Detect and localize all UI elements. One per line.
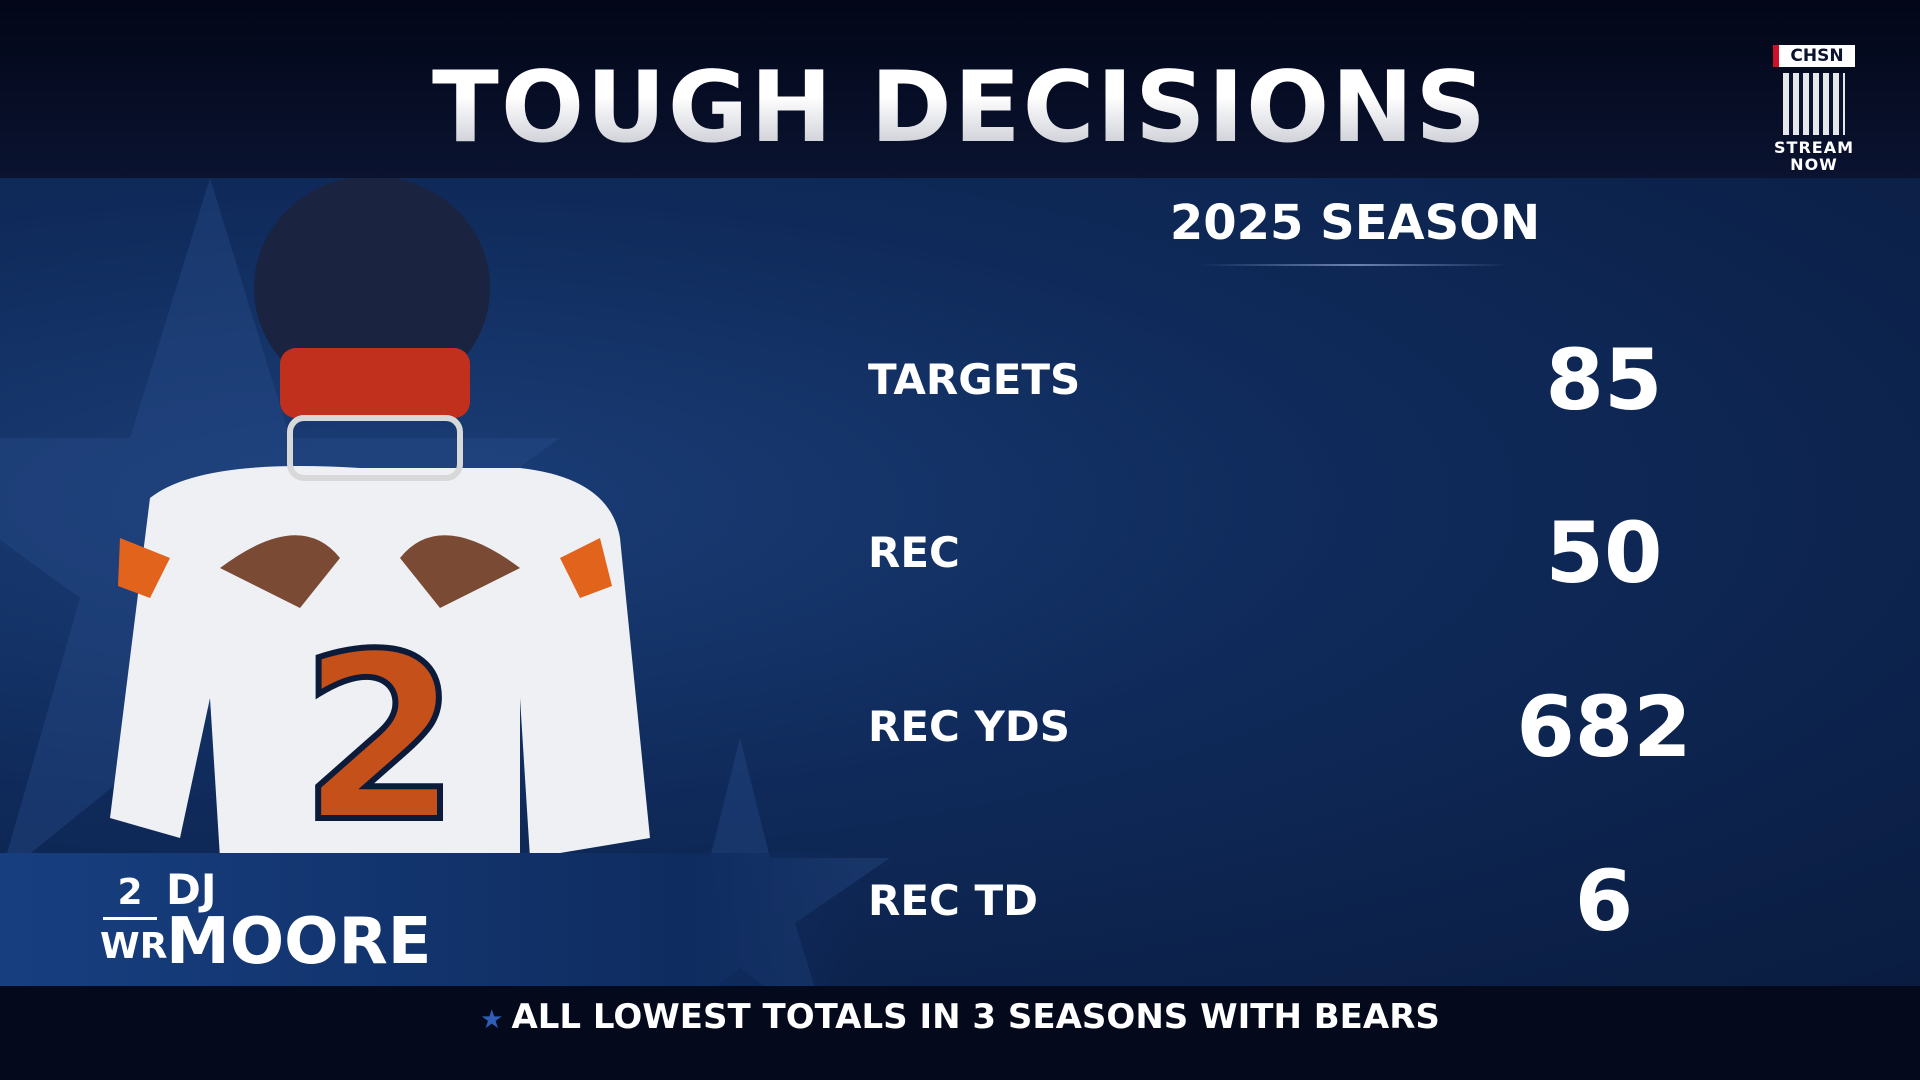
stat-value: 50 [1545, 504, 1663, 602]
stat-value: 85 [1545, 331, 1663, 429]
player-last-name: MOORE [166, 905, 432, 979]
star-icon: ★ [480, 1005, 504, 1035]
main-panel: 2 [0, 178, 1920, 986]
player-first-name: DJ [166, 865, 217, 914]
player-position: WR [100, 926, 168, 967]
qr-code [1783, 73, 1845, 135]
footer-bar [0, 986, 1920, 1080]
divider [103, 917, 157, 920]
stream-label: STREAM [1774, 138, 1854, 157]
stat-label: REC TD [868, 876, 1038, 925]
stat-label: REC YDS [868, 702, 1071, 751]
stat-value: 682 [1516, 678, 1692, 776]
player-figure: 2 [110, 178, 650, 876]
footer: ★ ALL LOWEST TOTALS IN 3 SEASONS WITH BEA… [0, 996, 1920, 1041]
stat-value: 6 [1574, 852, 1634, 950]
stat-label: REC [868, 528, 960, 577]
stream-label: NOW [1790, 155, 1838, 174]
logo: CHSN STREAM NOW [1773, 45, 1855, 173]
background-art: 2 [0, 178, 890, 986]
divider [1200, 264, 1510, 266]
title: TOUGH DECISIONS [0, 50, 1920, 166]
stat-label: TARGETS [868, 355, 1081, 404]
player-number: 2 [117, 872, 143, 913]
logo-brand: CHSN [1773, 45, 1855, 67]
footer-text: ALL LOWEST TOTALS IN 3 SEASONS WITH BEAR… [511, 997, 1440, 1037]
season-label: 2025 SEASON [1169, 195, 1541, 251]
header-bar [0, 0, 1920, 178]
jersey-number: 2 [300, 606, 460, 873]
